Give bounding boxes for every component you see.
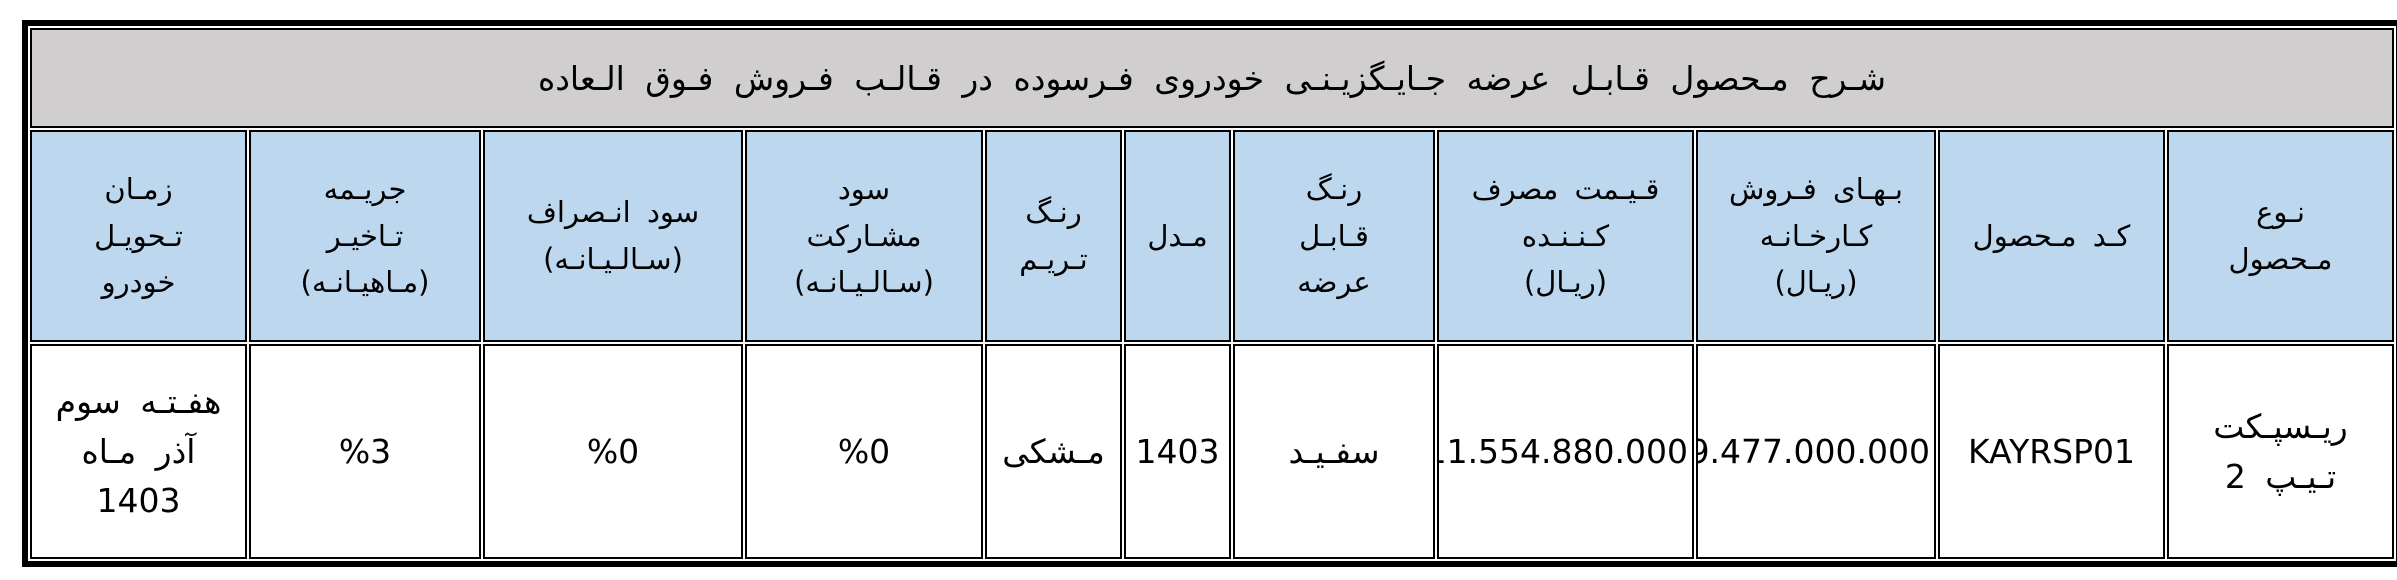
special-sale-product-table: شـرح مـحصول قـابـل عرضه جـایـگزیـنـی خود… [22,20,2397,567]
cell-participation-interest: %0 [745,344,983,559]
col-header-participation-interest: سود مشـارکت (سـالـیـانـه) [745,130,983,342]
table-row: ریـسپـکت تـیـپ 2 KAYRSP01 9.477.000.000 … [30,344,2394,559]
cell-delay-penalty: %3 [249,344,481,559]
col-header-factory-price: بـهـای فـروش کـارخـانـه (ریـال) [1696,130,1936,342]
cell-cancellation-interest: %0 [483,344,743,559]
cell-factory-price: 9.477.000.000 [1696,344,1936,559]
cell-available-color: سفـیـد [1233,344,1435,559]
cell-consumer-price: 11.554.880.000 [1437,344,1694,559]
cell-model: 1403 [1124,344,1231,559]
col-header-trim-color: رنـگ تـریـم [985,130,1122,342]
col-header-available-color: رنـگ قـابـل عرضه [1233,130,1435,342]
cell-product-code: KAYRSP01 [1938,344,2165,559]
table-title: شـرح مـحصول قـابـل عرضه جـایـگزیـنـی خود… [30,28,2394,128]
col-header-product-code: کـد مـحصول [1938,130,2165,342]
cell-trim-color: مـشکی [985,344,1122,559]
col-header-consumer-price: قـیـمت مصرف کـنـنـده (ریـال) [1437,130,1694,342]
col-header-product-type: نـوع مـحصول [2167,130,2394,342]
col-header-cancellation-interest: سود انـصراف (سـالـیـانـه) [483,130,743,342]
col-header-delivery-time: زمـان تـحویـل خودرو [30,130,247,342]
col-header-delay-penalty: جریـمه تـاخیـر (مـاهیـانـه) [249,130,481,342]
col-header-model: مـدل [1124,130,1231,342]
cell-delivery-time: هفـتـه سوم آذر مـاه 1403 [30,344,247,559]
cell-product-type: ریـسپـکت تـیـپ 2 [2167,344,2394,559]
